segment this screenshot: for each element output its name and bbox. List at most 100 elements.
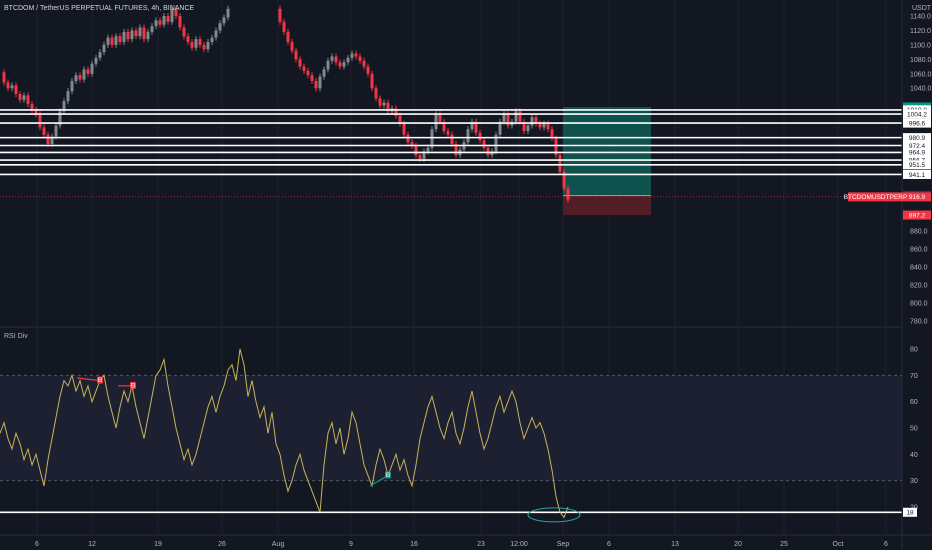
time-tick-label: Oct: [833, 541, 844, 548]
rsi-title: RSI Div: [4, 333, 28, 340]
candle-body: [330, 56, 334, 61]
time-tick-label: 6: [884, 541, 888, 548]
candle-body: [46, 134, 50, 145]
price-tags: 1014.01010.01004.2996.6980.9972.4964.995…: [844, 102, 931, 220]
candle-body: [18, 94, 22, 100]
candle-body: [490, 151, 494, 156]
candle-body: [14, 85, 18, 94]
candle-body: [410, 142, 414, 146]
candle-body: [338, 62, 342, 67]
candle-body: [418, 155, 422, 159]
time-tick-label: Sep: [557, 541, 570, 548]
time-tick-label: 26: [218, 541, 226, 548]
candle-body: [478, 132, 482, 141]
candle-body: [422, 151, 426, 159]
level-price-tag-bg: [903, 160, 931, 170]
candle-body: [58, 111, 62, 126]
time-tick-label: 25: [780, 541, 788, 548]
candle-body: [566, 188, 570, 200]
level-price-tag: 996.6: [909, 120, 926, 127]
price-axis[interactable]: 1140.0 1120.0 1100.0 1080.0 1060.0 1040.0 880.…: [910, 14, 932, 326]
price-tick-label: 1040.0: [910, 86, 932, 93]
rsi-tick-label: 50: [910, 426, 918, 433]
candle-body: [306, 70, 310, 76]
take-profit-zone[interactable]: [563, 107, 651, 196]
time-tick-label: 20: [734, 541, 742, 548]
candle-body: [66, 91, 70, 102]
candle-body: [38, 114, 42, 128]
price-tick-label: 1100.0: [910, 42, 931, 49]
time-tick-label: 19: [154, 541, 162, 548]
price-tick-label: 800.0: [910, 301, 928, 308]
candle-body: [98, 52, 102, 58]
candle-body: [430, 129, 434, 148]
candle-body: [286, 31, 290, 42]
time-tick-label: 9: [349, 541, 353, 548]
time-tick-label: 6: [35, 541, 39, 548]
candle-body: [226, 8, 230, 18]
level-price-tag-bg: [903, 118, 931, 128]
candle-body: [326, 60, 330, 70]
candle-body: [282, 21, 286, 32]
candle-body: [206, 42, 210, 50]
candle-body: [130, 30, 134, 40]
candle-body: [310, 75, 314, 81]
candle-body: [554, 138, 558, 156]
candle-body: [502, 114, 506, 122]
bullish-divergence-label: B: [386, 472, 390, 479]
candle-body: [542, 123, 546, 128]
candle-body: [494, 134, 498, 152]
candle-body: [182, 27, 186, 37]
candle-body: [54, 125, 58, 137]
candle-body: [70, 81, 74, 92]
candle-body: [134, 30, 138, 37]
candle-body: [174, 8, 178, 16]
rsi-level-tag: 18: [906, 510, 914, 517]
candle-body: [482, 140, 486, 148]
level-price-tag: 972.4: [909, 143, 926, 150]
candle-body: [202, 44, 206, 50]
rsi-pane[interactable]: B B B: [0, 348, 902, 523]
sl-price-tag: 897.2: [909, 212, 926, 219]
rsi-tick-label: 40: [910, 452, 918, 459]
rsi-axis[interactable]: 8070605040302018: [903, 347, 918, 517]
rsi-highlight-ellipse[interactable]: [527, 507, 581, 523]
rsi-level-tag-bg: [903, 507, 917, 517]
candle-body: [302, 66, 306, 71]
candle-body: [378, 98, 382, 106]
price-tick-label: 840.0: [910, 265, 928, 272]
candle-body: [82, 69, 86, 80]
support-resistance-lines[interactable]: [0, 109, 902, 196]
price-tick-label: 820.0: [910, 283, 928, 290]
candle-body: [26, 95, 30, 105]
candle-body: [342, 62, 346, 67]
candle-body: [474, 121, 478, 133]
bullish-divergence-marker: [385, 471, 391, 479]
bearish-divergence-label: B: [131, 382, 135, 389]
level-price-tag-bg: [903, 147, 931, 157]
candle-body: [178, 16, 182, 28]
time-tick-label: 12: [88, 541, 96, 548]
time-axis[interactable]: 6 12 19 26 Aug 9 16 23 12:00 Sep 6 13 20 25 Oct 6: [35, 541, 888, 548]
candle-body: [290, 42, 294, 51]
candle-body: [522, 121, 526, 132]
candle-body: [194, 39, 198, 48]
candle-body: [334, 56, 338, 63]
stop-loss-zone[interactable]: [563, 195, 651, 216]
candle-body: [146, 31, 150, 40]
candle-body: [362, 60, 366, 67]
candle-body: [118, 36, 122, 42]
candle-body: [62, 101, 66, 112]
candle-body: [114, 36, 118, 45]
candle-body: [154, 20, 158, 27]
level-price-tag-bg: [903, 140, 931, 150]
price-pane[interactable]: [0, 5, 902, 216]
candle-body: [402, 123, 406, 135]
candle-body: [110, 37, 114, 45]
candle-body: [562, 171, 566, 189]
candle-body: [122, 31, 126, 42]
candle-body: [498, 121, 502, 135]
symbol-tag: BTCDOMUSDTPERP: [844, 194, 908, 201]
level-price-tag-bg: [903, 155, 931, 165]
